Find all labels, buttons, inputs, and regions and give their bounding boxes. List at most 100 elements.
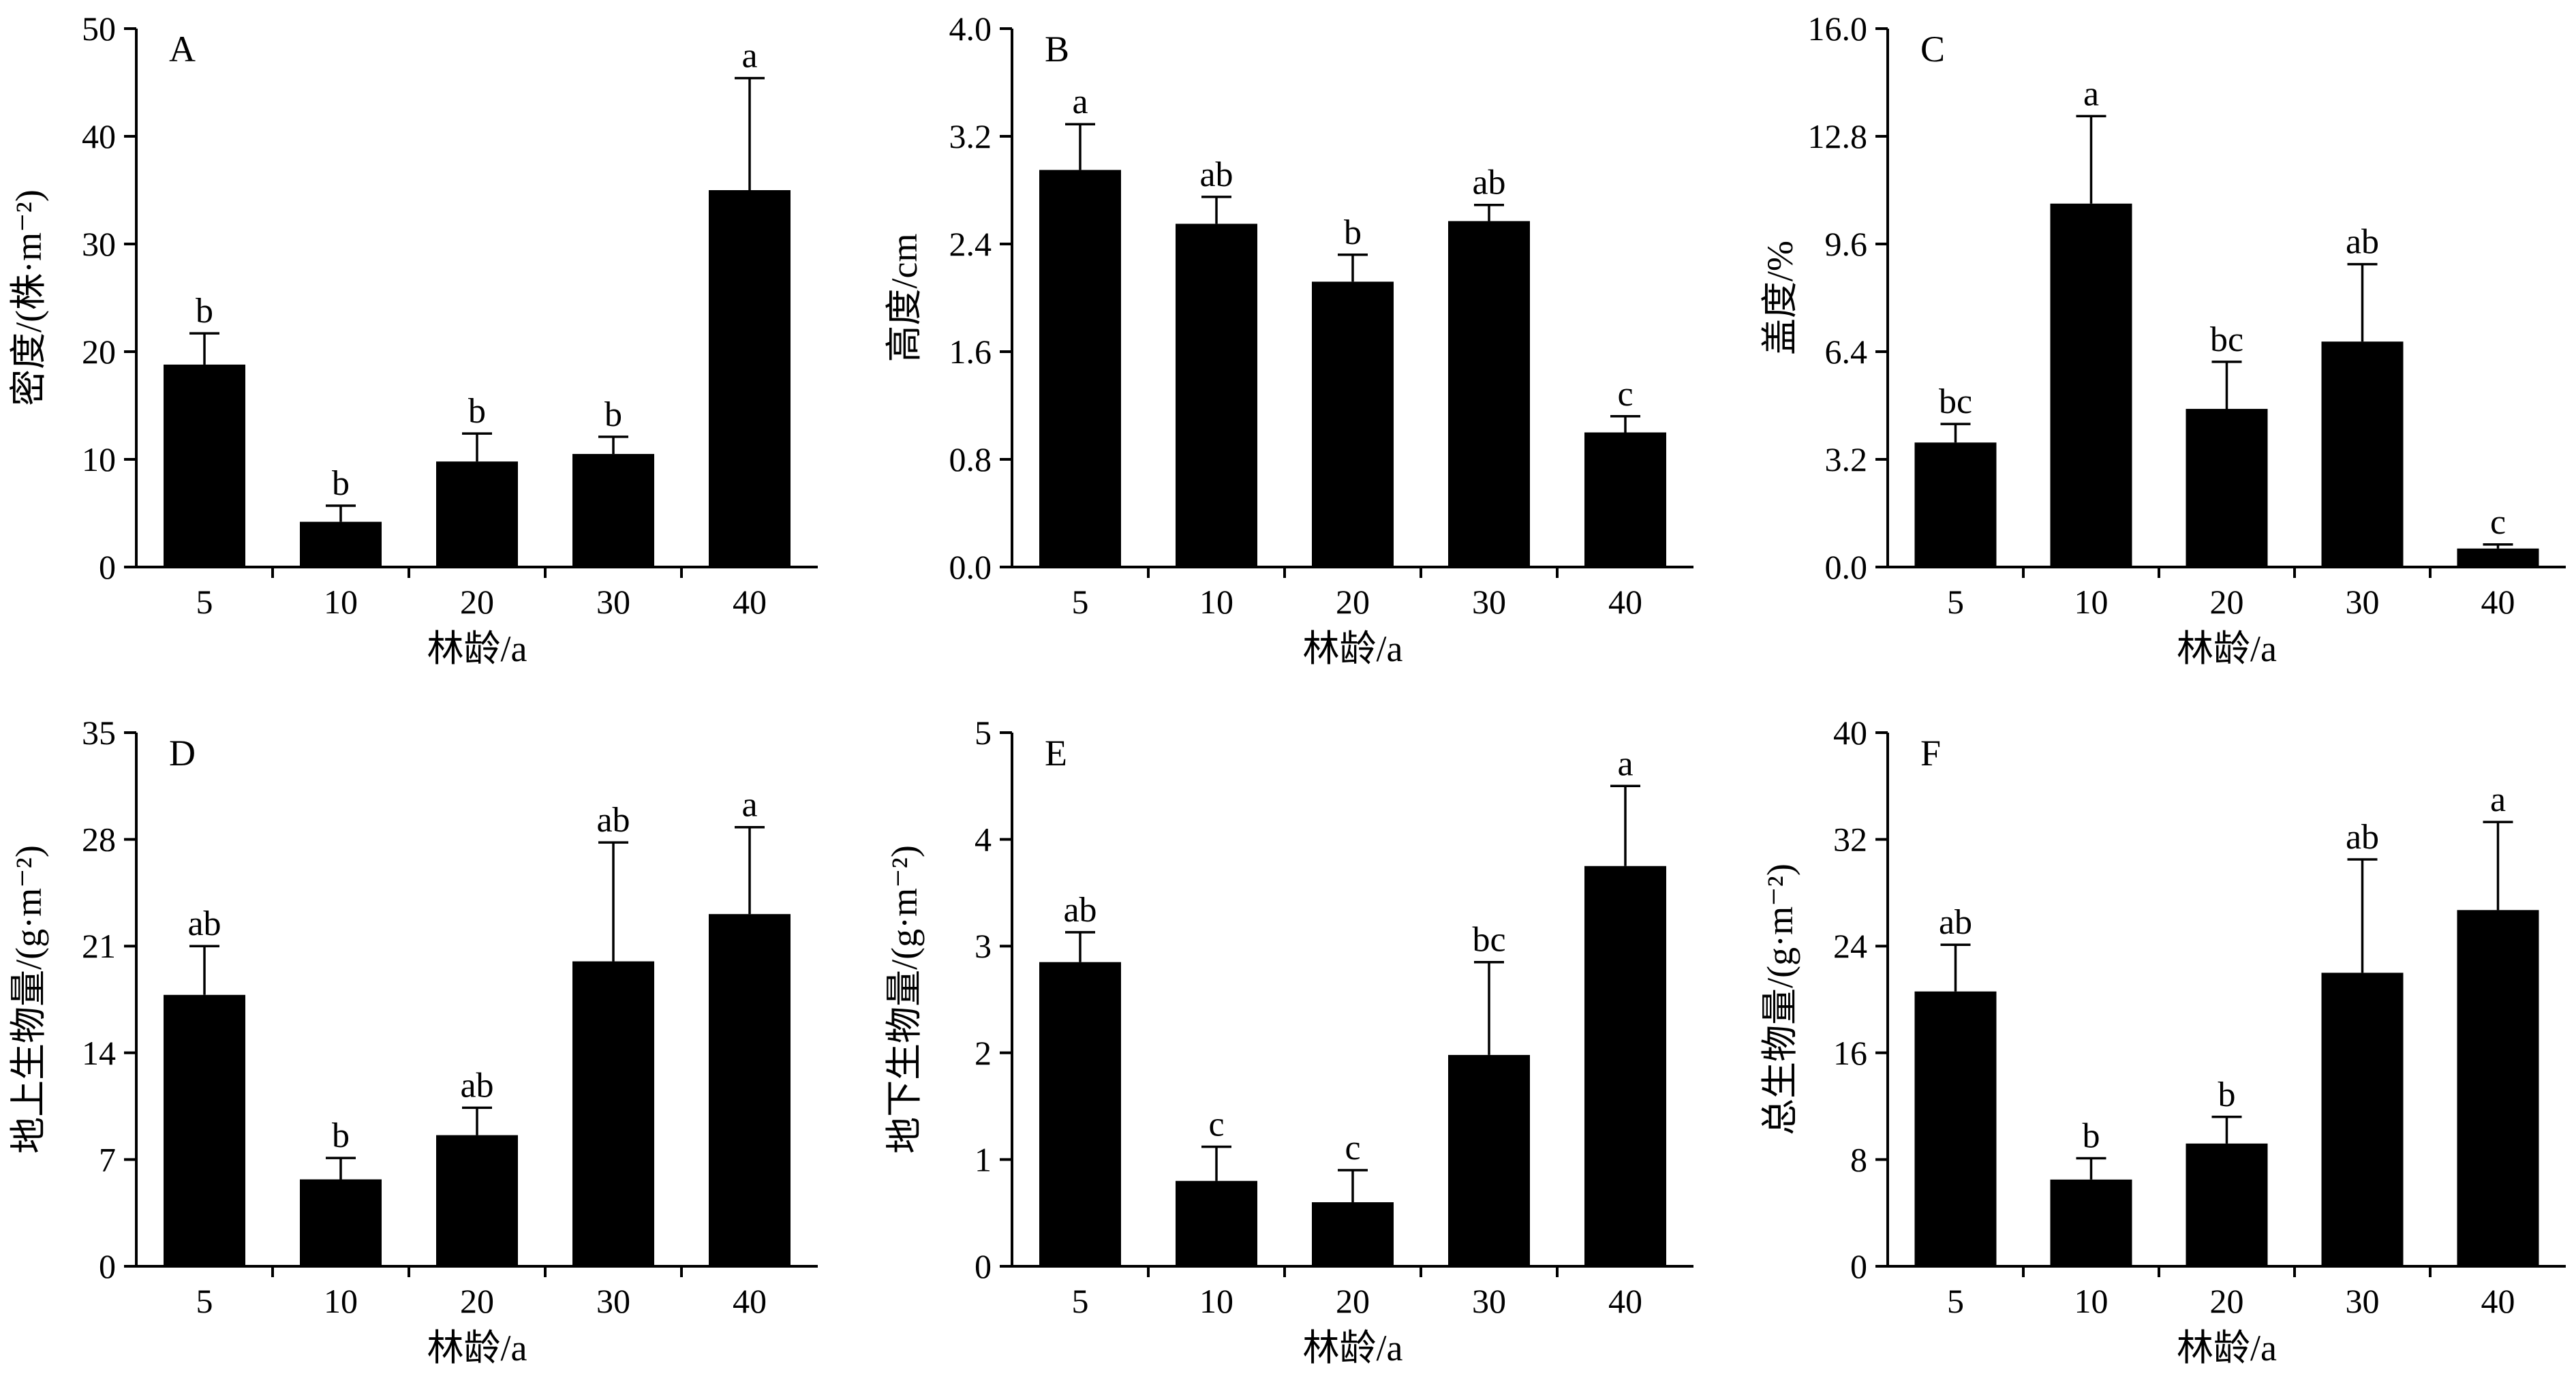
y-tick-label: 0.0 <box>1825 548 1868 586</box>
x-tick-label: 20 <box>2210 583 2244 621</box>
y-tick-label: 0 <box>99 548 116 586</box>
x-tick-label: 20 <box>2210 1282 2244 1320</box>
x-axis-title: 林龄/a <box>1303 628 1403 669</box>
significance-label: c <box>1208 1105 1224 1144</box>
x-tick-label: 10 <box>2074 1282 2109 1320</box>
x-tick-label: 10 <box>1199 1282 1233 1320</box>
x-tick-label: 40 <box>2481 583 2515 621</box>
y-tick-label: 3.2 <box>1825 440 1868 478</box>
y-tick-label: 0.8 <box>949 440 992 478</box>
bar <box>1039 962 1121 1266</box>
x-tick-label: 40 <box>733 1282 767 1320</box>
significance-label: bc <box>1472 921 1505 960</box>
x-axis-title: 林龄/a <box>427 1328 527 1369</box>
panel-letter: F <box>1920 733 1941 774</box>
y-tick-label: 32 <box>1833 821 1867 859</box>
panel-letter: D <box>169 733 196 774</box>
y-tick-label: 16.0 <box>1808 10 1868 48</box>
y-tick-label: 12.8 <box>1808 117 1868 155</box>
bar <box>1039 170 1121 567</box>
bar <box>1914 991 1997 1266</box>
significance-label: ab <box>187 904 221 943</box>
significance-label: a <box>2083 74 2099 113</box>
significance-label: b <box>332 464 350 503</box>
y-tick-label: 30 <box>82 225 116 263</box>
y-tick-label: 2.4 <box>949 225 992 263</box>
significance-label: b <box>468 392 486 431</box>
y-tick-label: 6.4 <box>1825 333 1868 371</box>
significance-label: ab <box>1199 155 1233 194</box>
x-tick-label: 40 <box>2481 1282 2515 1320</box>
significance-label: bc <box>1939 382 1972 421</box>
x-tick-label: 5 <box>1072 583 1089 621</box>
y-tick-label: 40 <box>1833 714 1867 752</box>
bar <box>709 914 791 1266</box>
bar <box>572 961 654 1266</box>
bar <box>436 1135 518 1266</box>
y-tick-label: 16 <box>1833 1034 1867 1072</box>
significance-label: ab <box>1939 903 1972 942</box>
x-tick-label: 5 <box>196 1282 213 1320</box>
significance-label: b <box>1344 213 1362 252</box>
y-tick-label: 21 <box>82 927 116 965</box>
significance-label: b <box>196 292 213 331</box>
significance-label: b <box>2218 1075 2236 1114</box>
y-tick-label: 24 <box>1833 927 1867 965</box>
panel-letter: A <box>169 29 196 70</box>
y-tick-label: 0.0 <box>949 548 992 586</box>
x-tick-label: 40 <box>733 583 767 621</box>
y-tick-label: 7 <box>99 1140 116 1178</box>
bar <box>1584 432 1666 567</box>
x-tick-label: 5 <box>1947 583 1964 621</box>
y-tick-label: 3 <box>975 927 992 965</box>
significance-label: ab <box>2346 223 2379 262</box>
significance-label: c <box>1345 1129 1360 1167</box>
y-tick-label: 35 <box>82 714 116 752</box>
significance-label: b <box>2083 1116 2100 1155</box>
x-tick-label: 30 <box>1472 583 1506 621</box>
bar <box>709 190 791 567</box>
x-tick-label: 5 <box>1072 1282 1089 1320</box>
x-axis-title: 林龄/a <box>427 628 527 669</box>
panel-letter: C <box>1920 29 1945 70</box>
y-axis-title: 高度/cm <box>884 234 925 363</box>
x-tick-label: 40 <box>1608 583 1642 621</box>
x-tick-label: 5 <box>1947 1282 1964 1320</box>
bar <box>1312 1202 1394 1266</box>
bar <box>1448 1054 1530 1266</box>
significance-label: a <box>741 37 757 76</box>
y-tick-label: 0 <box>975 1247 992 1285</box>
y-axis-title: 地上生物量/(g·m⁻²) <box>8 845 49 1154</box>
y-tick-label: 8 <box>1850 1140 1867 1178</box>
x-tick-label: 40 <box>1608 1282 1642 1320</box>
y-tick-label: 5 <box>975 714 992 752</box>
y-tick-label: 40 <box>82 117 116 155</box>
x-tick-label: 20 <box>460 583 494 621</box>
bar <box>2050 203 2132 567</box>
bar <box>300 521 382 567</box>
bar <box>2186 1143 2268 1266</box>
y-tick-label: 3.2 <box>949 117 992 155</box>
x-tick-label: 30 <box>2346 583 2380 621</box>
bar <box>164 364 245 567</box>
bar <box>1448 221 1530 567</box>
significance-label: ab <box>596 801 630 840</box>
bar <box>1914 442 1997 567</box>
y-tick-label: 0 <box>99 1247 116 1285</box>
bar <box>2186 408 2268 567</box>
y-tick-label: 28 <box>82 821 116 859</box>
y-tick-label: 9.6 <box>1825 225 1868 263</box>
y-tick-label: 2 <box>975 1034 992 1072</box>
bar <box>436 461 518 567</box>
significance-label: ab <box>2346 818 2379 857</box>
x-tick-label: 10 <box>324 583 358 621</box>
significance-label: c <box>1617 375 1633 414</box>
significance-label: a <box>2490 780 2506 819</box>
bar <box>2321 973 2404 1266</box>
x-tick-label: 5 <box>196 583 213 621</box>
chart-panel-f: 0 8 16 24 32 40 5 10 20 30 40 ab b b ab a F 林龄/a 总生物量/(g·m… <box>1760 714 2566 1369</box>
x-tick-label: 30 <box>2346 1282 2380 1320</box>
y-tick-label: 4.0 <box>949 10 992 48</box>
bar <box>1312 281 1394 567</box>
significance-label: a <box>1617 744 1633 783</box>
